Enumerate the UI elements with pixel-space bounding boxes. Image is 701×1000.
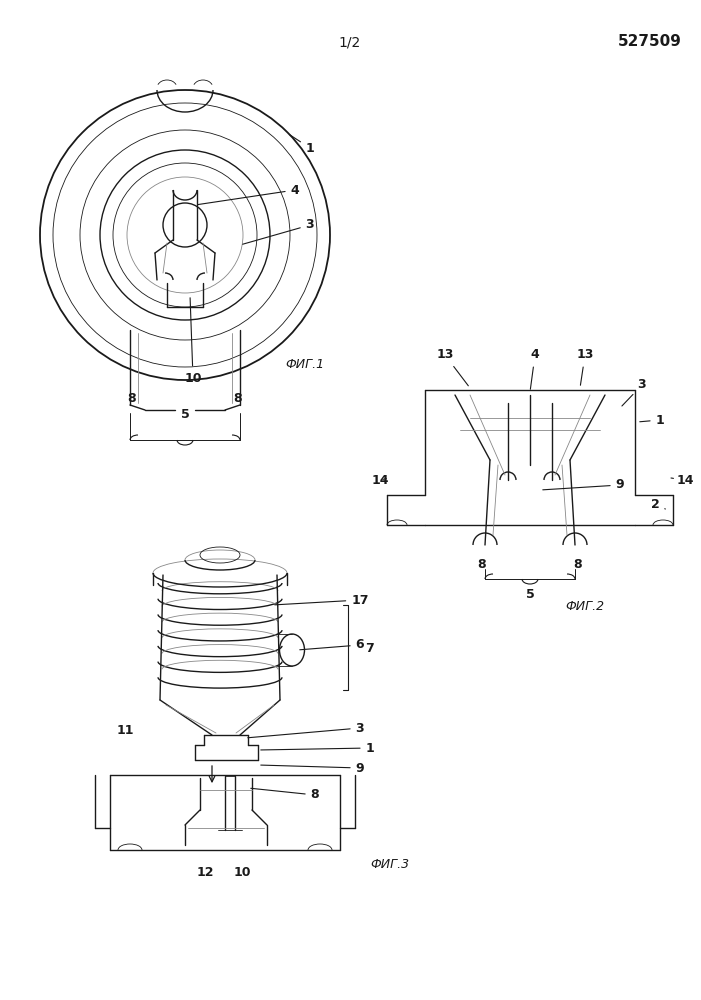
- Text: 14: 14: [372, 474, 389, 487]
- Text: 9: 9: [543, 479, 625, 491]
- Text: ФИГ.2: ФИГ.2: [566, 600, 604, 613]
- Text: 10: 10: [184, 298, 202, 384]
- Text: ФИГ.1: ФИГ.1: [285, 359, 325, 371]
- Text: 17: 17: [275, 593, 369, 606]
- Text: 1: 1: [290, 135, 314, 154]
- Text: 14: 14: [671, 474, 694, 487]
- Text: 10: 10: [233, 865, 251, 879]
- Text: 12: 12: [196, 865, 214, 879]
- Text: 9: 9: [261, 762, 365, 774]
- Text: 1/2: 1/2: [339, 35, 361, 49]
- Text: 3: 3: [243, 219, 314, 244]
- Text: 5: 5: [181, 408, 189, 422]
- Text: 8: 8: [477, 558, 486, 570]
- Text: 1: 1: [261, 742, 374, 754]
- Text: 4: 4: [531, 349, 539, 389]
- Text: 11: 11: [116, 724, 134, 736]
- Text: 7: 7: [366, 642, 374, 654]
- Text: 2: 2: [651, 498, 665, 512]
- Text: 13: 13: [576, 349, 594, 385]
- Text: 13: 13: [436, 349, 468, 386]
- Text: 5: 5: [526, 587, 534, 600]
- Text: 527509: 527509: [618, 34, 682, 49]
- Text: 8: 8: [573, 558, 583, 570]
- Text: 8: 8: [128, 391, 136, 404]
- Text: 8: 8: [251, 788, 320, 802]
- Text: 3: 3: [247, 722, 365, 738]
- Text: 1: 1: [640, 414, 665, 426]
- Text: 3: 3: [622, 378, 646, 406]
- Text: 6: 6: [300, 639, 365, 652]
- Text: 8: 8: [233, 391, 243, 404]
- Text: 4: 4: [198, 184, 299, 205]
- Text: ФИГ.3: ФИГ.3: [370, 858, 409, 871]
